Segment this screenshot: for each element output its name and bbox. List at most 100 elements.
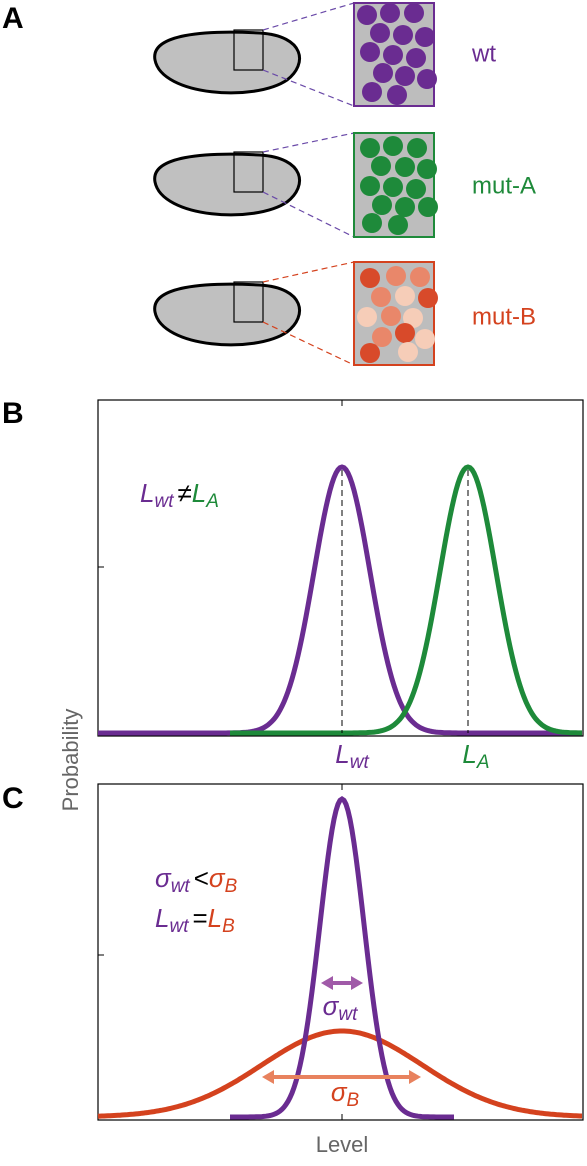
operator: ≠	[177, 478, 191, 508]
cell	[403, 308, 423, 328]
math-label: σwt	[323, 991, 358, 1025]
math-label: LA	[462, 739, 489, 773]
arrow-head	[409, 1070, 421, 1084]
operator: =	[192, 903, 207, 933]
curve	[230, 796, 454, 1120]
subscript: wt	[338, 1004, 358, 1025]
cell	[381, 306, 401, 326]
symbol: L	[155, 903, 169, 933]
panel-label: B	[2, 397, 24, 430]
genotype-label: mut-A	[472, 172, 536, 199]
subscript: A	[205, 491, 219, 512]
cell	[383, 136, 403, 156]
embryo	[153, 152, 302, 217]
axes-frame	[97, 399, 584, 737]
embryo	[153, 282, 302, 347]
cell	[406, 48, 426, 68]
zoom-line	[262, 2, 355, 31]
symbol: L	[462, 739, 476, 769]
cell	[357, 5, 377, 25]
equation: Lwt =LB	[155, 903, 235, 937]
cell	[372, 327, 392, 347]
cell	[417, 69, 437, 89]
zoom-line	[262, 132, 355, 153]
arrow-head	[262, 1070, 274, 1084]
region	[233, 281, 264, 323]
cell	[418, 288, 438, 308]
subscript: wt	[154, 491, 174, 512]
cell	[373, 63, 393, 83]
cell	[415, 27, 435, 47]
subscript: wt	[169, 916, 189, 937]
subscript: B	[222, 916, 235, 937]
symbol: L	[192, 478, 206, 508]
cell	[410, 267, 430, 287]
panel-label: A	[2, 2, 24, 35]
cell	[371, 156, 391, 176]
equation: σwt <σB	[155, 863, 238, 897]
equation: Lwt ≠LA	[140, 478, 219, 512]
cell	[415, 329, 435, 349]
cell	[418, 197, 438, 217]
symbol: σ	[155, 863, 172, 893]
cell	[395, 157, 415, 177]
subscript: wt	[171, 876, 191, 897]
cell	[362, 213, 382, 233]
cell	[398, 342, 418, 362]
panel-label: C	[2, 782, 24, 815]
cell	[380, 3, 400, 23]
cell	[407, 138, 427, 158]
symbol: L	[335, 739, 349, 769]
cell	[383, 177, 403, 197]
zoom-line	[262, 321, 355, 366]
cell	[395, 323, 415, 343]
symbol: σ	[323, 991, 340, 1021]
curve	[230, 464, 582, 736]
cell	[404, 3, 424, 23]
region	[233, 29, 264, 71]
arrow-head	[321, 976, 333, 990]
cell	[406, 179, 426, 199]
cell	[386, 266, 406, 286]
zoom-line	[262, 191, 355, 238]
zoom-line	[262, 261, 355, 283]
cell	[417, 159, 437, 179]
cell	[388, 215, 408, 235]
math-label: Lwt	[335, 739, 369, 773]
symbol: σ	[209, 863, 226, 893]
subscript: wt	[350, 752, 370, 773]
cell	[372, 195, 392, 215]
x-axis-label: Level	[316, 1132, 369, 1157]
cell	[383, 45, 403, 65]
cell	[393, 25, 413, 45]
symbol: σ	[331, 1077, 348, 1107]
math-label: σB	[331, 1077, 360, 1111]
cell	[360, 176, 380, 196]
cell	[395, 197, 415, 217]
embryo	[153, 30, 302, 95]
subscript: B	[225, 876, 238, 897]
cell	[362, 82, 382, 102]
cell	[395, 66, 415, 86]
cell	[371, 287, 391, 307]
curve	[98, 464, 582, 736]
zoom-line	[262, 69, 355, 107]
operator: <	[194, 863, 209, 893]
cell	[370, 23, 390, 43]
subscript: B	[347, 1090, 360, 1111]
genotype-label: wt	[471, 40, 496, 67]
cell	[360, 42, 380, 62]
y-axis-label: Probability	[58, 709, 83, 812]
cell	[360, 268, 380, 288]
curve	[97, 1028, 582, 1119]
subscript: A	[476, 752, 490, 773]
arrow-head	[351, 976, 363, 990]
cell	[360, 343, 380, 363]
symbol: L	[208, 903, 222, 933]
symbol: L	[140, 478, 154, 508]
cell	[395, 286, 415, 306]
cell	[357, 307, 377, 327]
cell	[387, 85, 407, 105]
region	[233, 151, 264, 193]
